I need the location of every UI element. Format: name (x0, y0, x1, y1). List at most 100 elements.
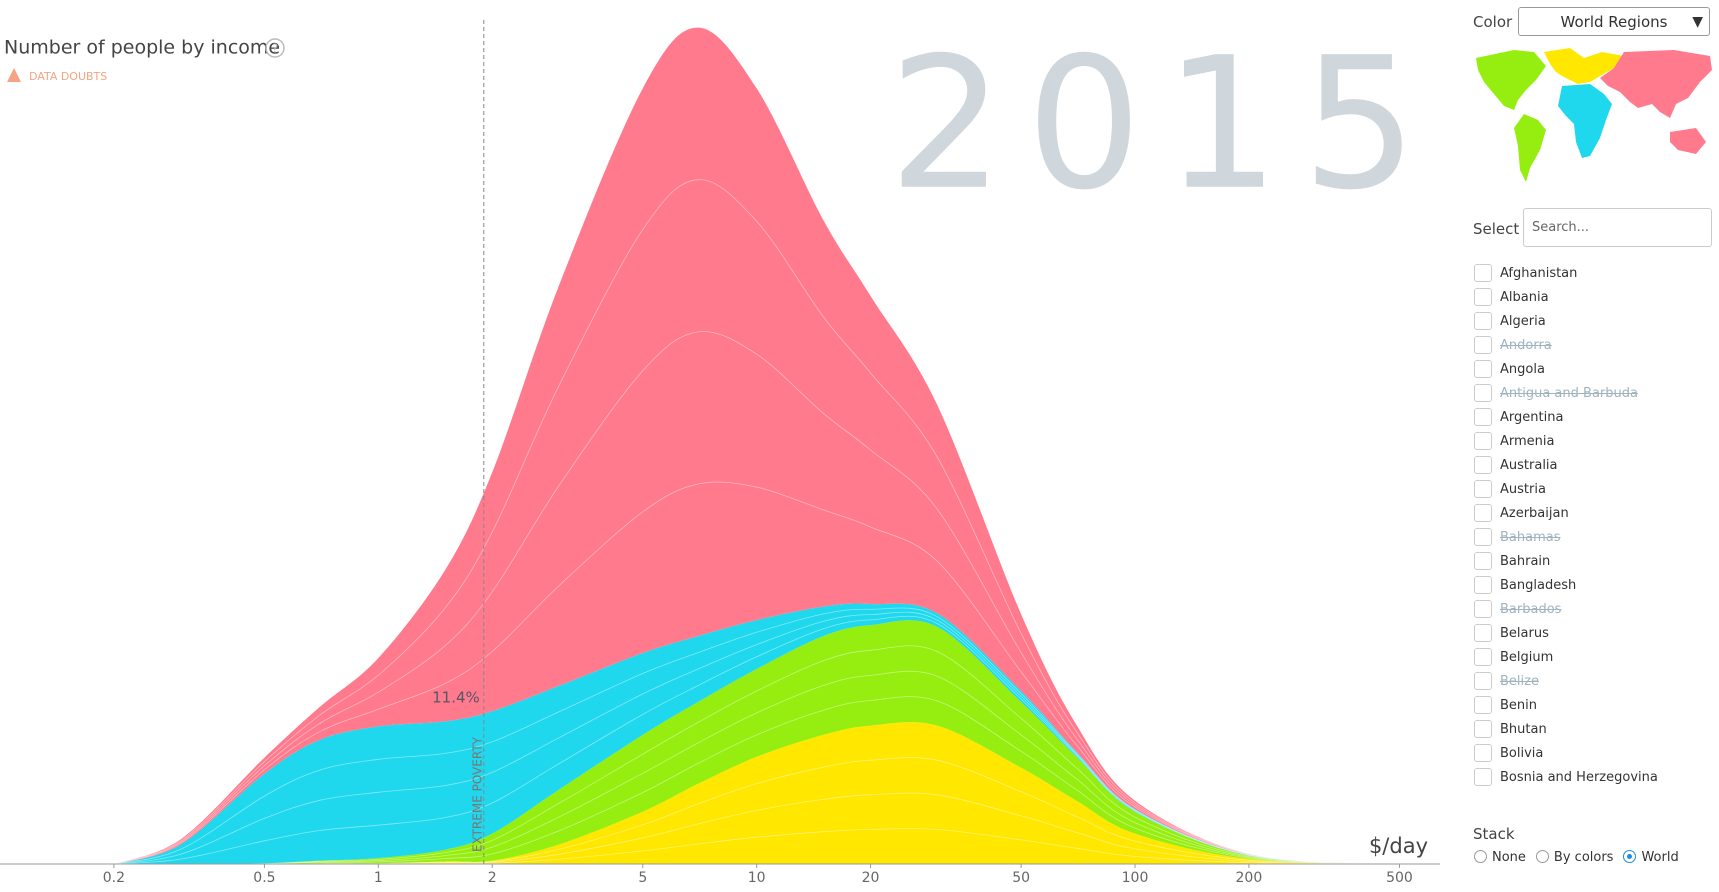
country-row[interactable]: Benin (1474, 694, 1714, 718)
country-row[interactable]: Australia (1474, 454, 1714, 478)
country-name[interactable]: Barbados (1500, 602, 1562, 617)
checkbox[interactable] (1474, 720, 1492, 738)
checkbox[interactable] (1474, 552, 1492, 570)
stack-option-label[interactable]: None (1492, 850, 1526, 865)
country-name[interactable]: Antigua and Barbuda (1500, 386, 1638, 401)
country-name[interactable]: Bangladesh (1500, 578, 1577, 593)
checkbox[interactable] (1474, 408, 1492, 426)
country-name[interactable]: Austria (1500, 482, 1546, 497)
country-row[interactable]: Andorra (1474, 334, 1714, 358)
checkbox[interactable] (1474, 456, 1492, 474)
country-row[interactable]: Austria (1474, 478, 1714, 502)
chart: Number of people by income ? DATA DOUBTS… (0, 18, 1440, 886)
country-row[interactable]: Azerbaijan (1474, 502, 1714, 526)
poverty-share: 11.4% (432, 689, 480, 707)
country-row[interactable]: Bangladesh (1474, 574, 1714, 598)
country-name[interactable]: Algeria (1500, 314, 1546, 329)
checkbox[interactable] (1474, 672, 1492, 690)
country-name[interactable]: Bosnia and Herzegovina (1500, 770, 1658, 785)
region-americas[interactable] (1476, 50, 1546, 182)
radio[interactable] (1535, 850, 1549, 863)
checkbox[interactable] (1474, 360, 1492, 378)
country-row[interactable]: Barbados (1474, 598, 1714, 622)
country-name[interactable]: Afghanistan (1500, 266, 1578, 281)
checkbox[interactable] (1474, 312, 1492, 330)
checkbox[interactable] (1474, 576, 1492, 594)
country-name[interactable]: Albania (1500, 290, 1549, 305)
checkbox[interactable] (1474, 336, 1492, 354)
band-line (113, 615, 1400, 865)
x-tick-label: 10 (748, 870, 766, 886)
band-line (113, 331, 1400, 865)
color-label: Color (1473, 13, 1513, 31)
country-name[interactable]: Andorra (1500, 338, 1552, 353)
country-name[interactable]: Belgium (1500, 650, 1554, 665)
region-asia[interactable] (1600, 50, 1712, 154)
country-name[interactable]: Benin (1500, 698, 1538, 713)
country-row[interactable]: Albania (1474, 286, 1714, 310)
checkbox[interactable] (1474, 528, 1492, 546)
stack-option[interactable]: By colors (1535, 850, 1614, 865)
checkbox[interactable] (1474, 264, 1492, 282)
country-row[interactable]: Angola (1474, 358, 1714, 382)
country-name[interactable]: Bahrain (1500, 554, 1551, 569)
radio[interactable] (1623, 850, 1637, 863)
country-name[interactable]: Argentina (1500, 410, 1564, 425)
country-name[interactable]: Belarus (1500, 626, 1549, 641)
band-line (113, 179, 1400, 865)
country-row[interactable]: Armenia (1474, 430, 1714, 454)
country-list: Afghanistan Albania Algeria Andorra Angola An… (1474, 262, 1714, 796)
country-row[interactable]: Antigua and Barbuda (1474, 382, 1714, 406)
country-row[interactable]: Bolivia (1474, 742, 1714, 766)
checkbox[interactable] (1474, 288, 1492, 306)
region-map[interactable] (1474, 46, 1714, 190)
country-name[interactable]: Australia (1500, 458, 1558, 473)
color-dropdown[interactable]: World Regions ▼ (1518, 7, 1710, 36)
checkbox[interactable] (1474, 480, 1492, 498)
help-icon[interactable] (265, 38, 285, 58)
country-row[interactable]: Algeria (1474, 310, 1714, 334)
country-name[interactable]: Angola (1500, 362, 1545, 377)
stack-option[interactable]: None (1474, 850, 1526, 865)
country-row[interactable]: Bosnia and Herzegovina (1474, 766, 1714, 790)
checkbox[interactable] (1474, 384, 1492, 402)
checkbox[interactable] (1474, 600, 1492, 618)
x-tick-label: 2 (488, 870, 497, 886)
stack-option-label[interactable]: World (1641, 850, 1679, 865)
stack-option-label[interactable]: By colors (1553, 850, 1614, 865)
region-europe[interactable] (1544, 48, 1624, 84)
radio[interactable] (1474, 850, 1487, 863)
checkbox[interactable] (1474, 768, 1492, 786)
country-row[interactable]: Bahrain (1474, 550, 1714, 574)
dropdown-arrow[interactable]: ▼ (1692, 14, 1703, 30)
country-name[interactable]: Azerbaijan (1500, 506, 1569, 521)
stack-option[interactable]: World (1623, 850, 1679, 865)
checkbox[interactable] (1474, 504, 1492, 522)
x-tick-label: 5 (638, 870, 647, 886)
country-row[interactable]: Belarus (1474, 622, 1714, 646)
dropdown-value[interactable]: World Regions (1560, 13, 1668, 31)
country-row[interactable]: Belize (1474, 670, 1714, 694)
band-line (113, 607, 1400, 865)
search-box[interactable]: Search... (1523, 208, 1712, 247)
checkbox[interactable] (1474, 648, 1492, 666)
country-row[interactable]: Argentina (1474, 406, 1714, 430)
region-africa[interactable] (1558, 84, 1612, 158)
country-row[interactable]: Belgium (1474, 646, 1714, 670)
checkbox[interactable] (1474, 744, 1492, 762)
help-mark[interactable]: ? (272, 42, 278, 56)
checkbox[interactable] (1474, 696, 1492, 714)
country-name[interactable]: Armenia (1500, 434, 1555, 449)
warning-text[interactable]: DATA DOUBTS (29, 70, 107, 83)
country-name[interactable]: Bahamas (1500, 530, 1561, 545)
checkbox[interactable] (1474, 432, 1492, 450)
country-row[interactable]: Bhutan (1474, 718, 1714, 742)
country-name[interactable]: Bolivia (1500, 746, 1544, 761)
checkbox[interactable] (1474, 624, 1492, 642)
country-row[interactable]: Bahamas (1474, 526, 1714, 550)
country-name[interactable]: Belize (1500, 674, 1539, 689)
country-name[interactable]: Bhutan (1500, 722, 1547, 737)
poverty-label: EXTREME POVERTY (470, 736, 484, 852)
country-row[interactable]: Afghanistan (1474, 262, 1714, 286)
x-tick-label: 0.2 (103, 870, 125, 886)
